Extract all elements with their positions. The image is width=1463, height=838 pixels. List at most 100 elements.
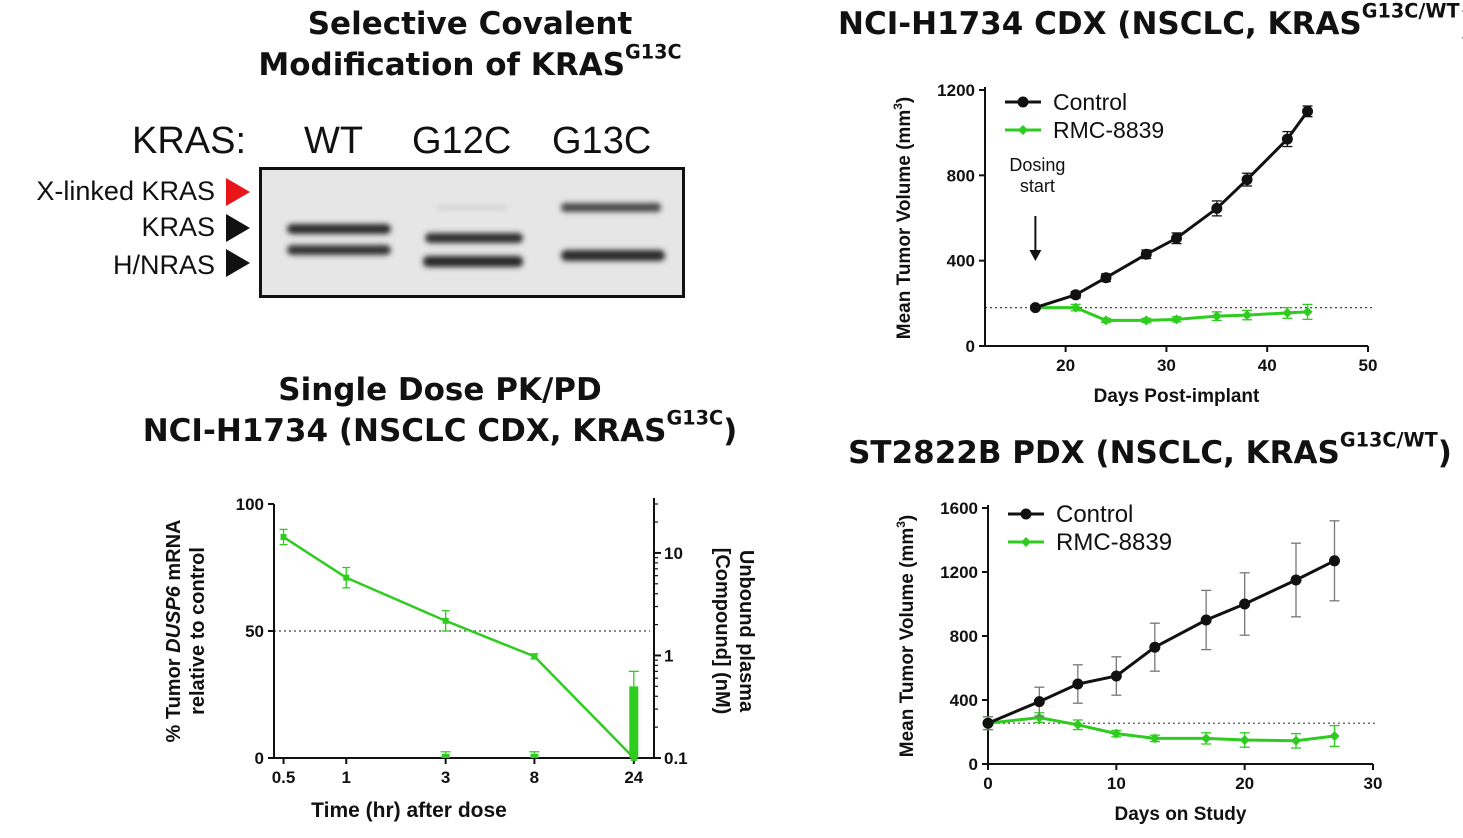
pkpd-chart: 0 50 100 0.5 1 3 8 24 0.1 1 10 Time (hr) after dose… — [163, 495, 757, 822]
pdx-tumor-volume-chart: 0 400 800 1200 1600 0 10 20 30 Days on Study Mean … — [894, 499, 1383, 825]
legend-marker — [1021, 537, 1031, 547]
series-rmc-8839 — [1030, 302, 1313, 326]
legend-label: Control — [1056, 501, 1133, 528]
data-point — [1100, 315, 1111, 326]
data-point — [1302, 105, 1314, 117]
y-axis-label-text: Mean Tumor Volume (mm — [894, 110, 915, 339]
legend-label: Control — [1053, 89, 1127, 115]
data-point — [1033, 696, 1045, 708]
series-line — [282, 535, 635, 759]
x-tick-label: 50 — [1359, 356, 1378, 375]
bar — [629, 686, 639, 758]
data-point — [1149, 733, 1160, 744]
x-tick-label: 20 — [1235, 774, 1254, 793]
annotation-text: Dosing — [1009, 155, 1065, 175]
y2-tick-label: 1 — [664, 646, 673, 665]
cdx-title-superscript: G13C/WT — [1361, 0, 1460, 23]
y2-axis-label-line2: [Compound] (nM) — [711, 548, 733, 715]
y2-axis-label-line1: Unbound plasma — [735, 550, 757, 713]
x-tick-label: 30 — [1364, 774, 1383, 793]
y-axis-label-close: ) — [894, 97, 915, 103]
y-tick-label: 1200 — [937, 81, 975, 100]
annotation-text: start — [1020, 176, 1055, 196]
y-tick-label: 0 — [966, 337, 975, 356]
y-axis-label: % Tumor DUSP6 mRNA relative to control — [163, 519, 209, 742]
bar — [530, 753, 539, 758]
data-point — [630, 755, 637, 761]
xlinked-arrow-icon — [226, 178, 250, 206]
bar — [441, 753, 450, 758]
y-axis-label-superscript: 3 — [894, 521, 908, 528]
data-point — [343, 574, 350, 581]
data-point — [531, 653, 538, 660]
data-point — [1200, 614, 1212, 626]
band-label-hnras: H/NRAS — [112, 250, 215, 280]
legend-marker — [1018, 125, 1028, 135]
x-axis-label: Days on Study — [1115, 804, 1247, 825]
blot-title: Selective Covalent Modification of KRASG… — [205, 4, 735, 86]
band-label-kras: KRAS — [141, 212, 215, 242]
x-tick-label: 20 — [1056, 356, 1075, 375]
data-point — [280, 534, 287, 541]
cdx-tumor-volume-chart: 0 400 800 1200 20 30 40 50 Days Post-implant Mean… — [891, 81, 1378, 407]
series-plasma-bars — [440, 670, 639, 758]
legend-marker — [1017, 96, 1029, 108]
x-axis-label: Days Post-implant — [1094, 386, 1260, 407]
legend-label: RMC-8839 — [1053, 117, 1164, 143]
x-tick-label: 1 — [342, 768, 351, 787]
y-tick-label: 100 — [236, 495, 264, 514]
y-tick-label: 1600 — [940, 499, 978, 518]
x-tick-label: 10 — [1107, 774, 1126, 793]
annotation-arrow-head — [1029, 250, 1042, 261]
y-tick-label: 0 — [255, 749, 264, 768]
data-point — [1281, 133, 1293, 145]
blot-title-superscript: G13C — [625, 40, 682, 64]
data-point — [1241, 174, 1253, 186]
x-axis-label: Time (hr) after dose — [311, 799, 507, 822]
blot-title-line2: Modification of KRASG13C — [258, 40, 682, 83]
data-point — [1140, 248, 1152, 260]
y2-axis-label: Unbound plasma[Compound] (nM) — [711, 548, 757, 715]
y2-tick-label: 0.1 — [664, 749, 688, 768]
y-tick-label: 800 — [950, 627, 978, 646]
y-tick-label: 400 — [950, 691, 978, 710]
series-rmc-8839 — [983, 712, 1340, 749]
band-label-xlinked-kras: X-linked KRAS — [36, 176, 215, 206]
data-point — [1302, 306, 1313, 317]
data-point — [1072, 719, 1083, 730]
pkpd-title-line2: NCI-H1734 (NSCLC CDX, KRASG13C) — [142, 406, 738, 449]
data-point — [1171, 232, 1182, 244]
data-point — [442, 617, 449, 624]
y-tick-label: 800 — [947, 166, 975, 185]
blot-kras-label: KRAS: — [132, 120, 247, 162]
data-point — [1239, 735, 1250, 745]
data-point — [1239, 598, 1251, 610]
y-axis-label-text: Mean Tumor Volume (mm — [897, 528, 918, 757]
data-point — [1111, 728, 1122, 739]
data-point — [1211, 311, 1222, 322]
blot-lane-label-g12c: G12C — [412, 120, 512, 162]
blot-title-line1: Selective Covalent — [307, 6, 633, 42]
legend-label: RMC-8839 — [1056, 529, 1172, 556]
data-point — [1291, 735, 1301, 746]
data-point — [1201, 733, 1212, 744]
y2-tick-label: 10 — [664, 544, 683, 563]
pdx-title-superscript: G13C/WT — [1339, 428, 1438, 452]
y-axis-label-gene: DUSP6 — [163, 585, 185, 653]
hnras-arrow-icon — [226, 249, 250, 277]
kras-arrow-icon — [226, 214, 250, 242]
y-axis-label-line2: relative to control — [187, 547, 209, 715]
y-tick-label: 400 — [947, 252, 975, 271]
data-point — [1034, 712, 1045, 723]
y-axis-label-prefix: % Tumor — [163, 653, 185, 743]
pdx-chart-title: ST2822B PDX (NSCLC, KRASG13C/WT) — [848, 428, 1452, 471]
pkpd-title-line1: Single Dose PK/PD — [278, 372, 602, 408]
data-point — [1290, 574, 1302, 586]
x-tick-label: 8 — [530, 768, 539, 787]
y-axis-label-close: ) — [897, 515, 918, 521]
x-tick-label: 3 — [441, 768, 450, 787]
legend-marker — [1020, 508, 1032, 520]
series-control — [982, 520, 1340, 731]
blot-lane-label-g13c: G13C — [552, 120, 652, 162]
